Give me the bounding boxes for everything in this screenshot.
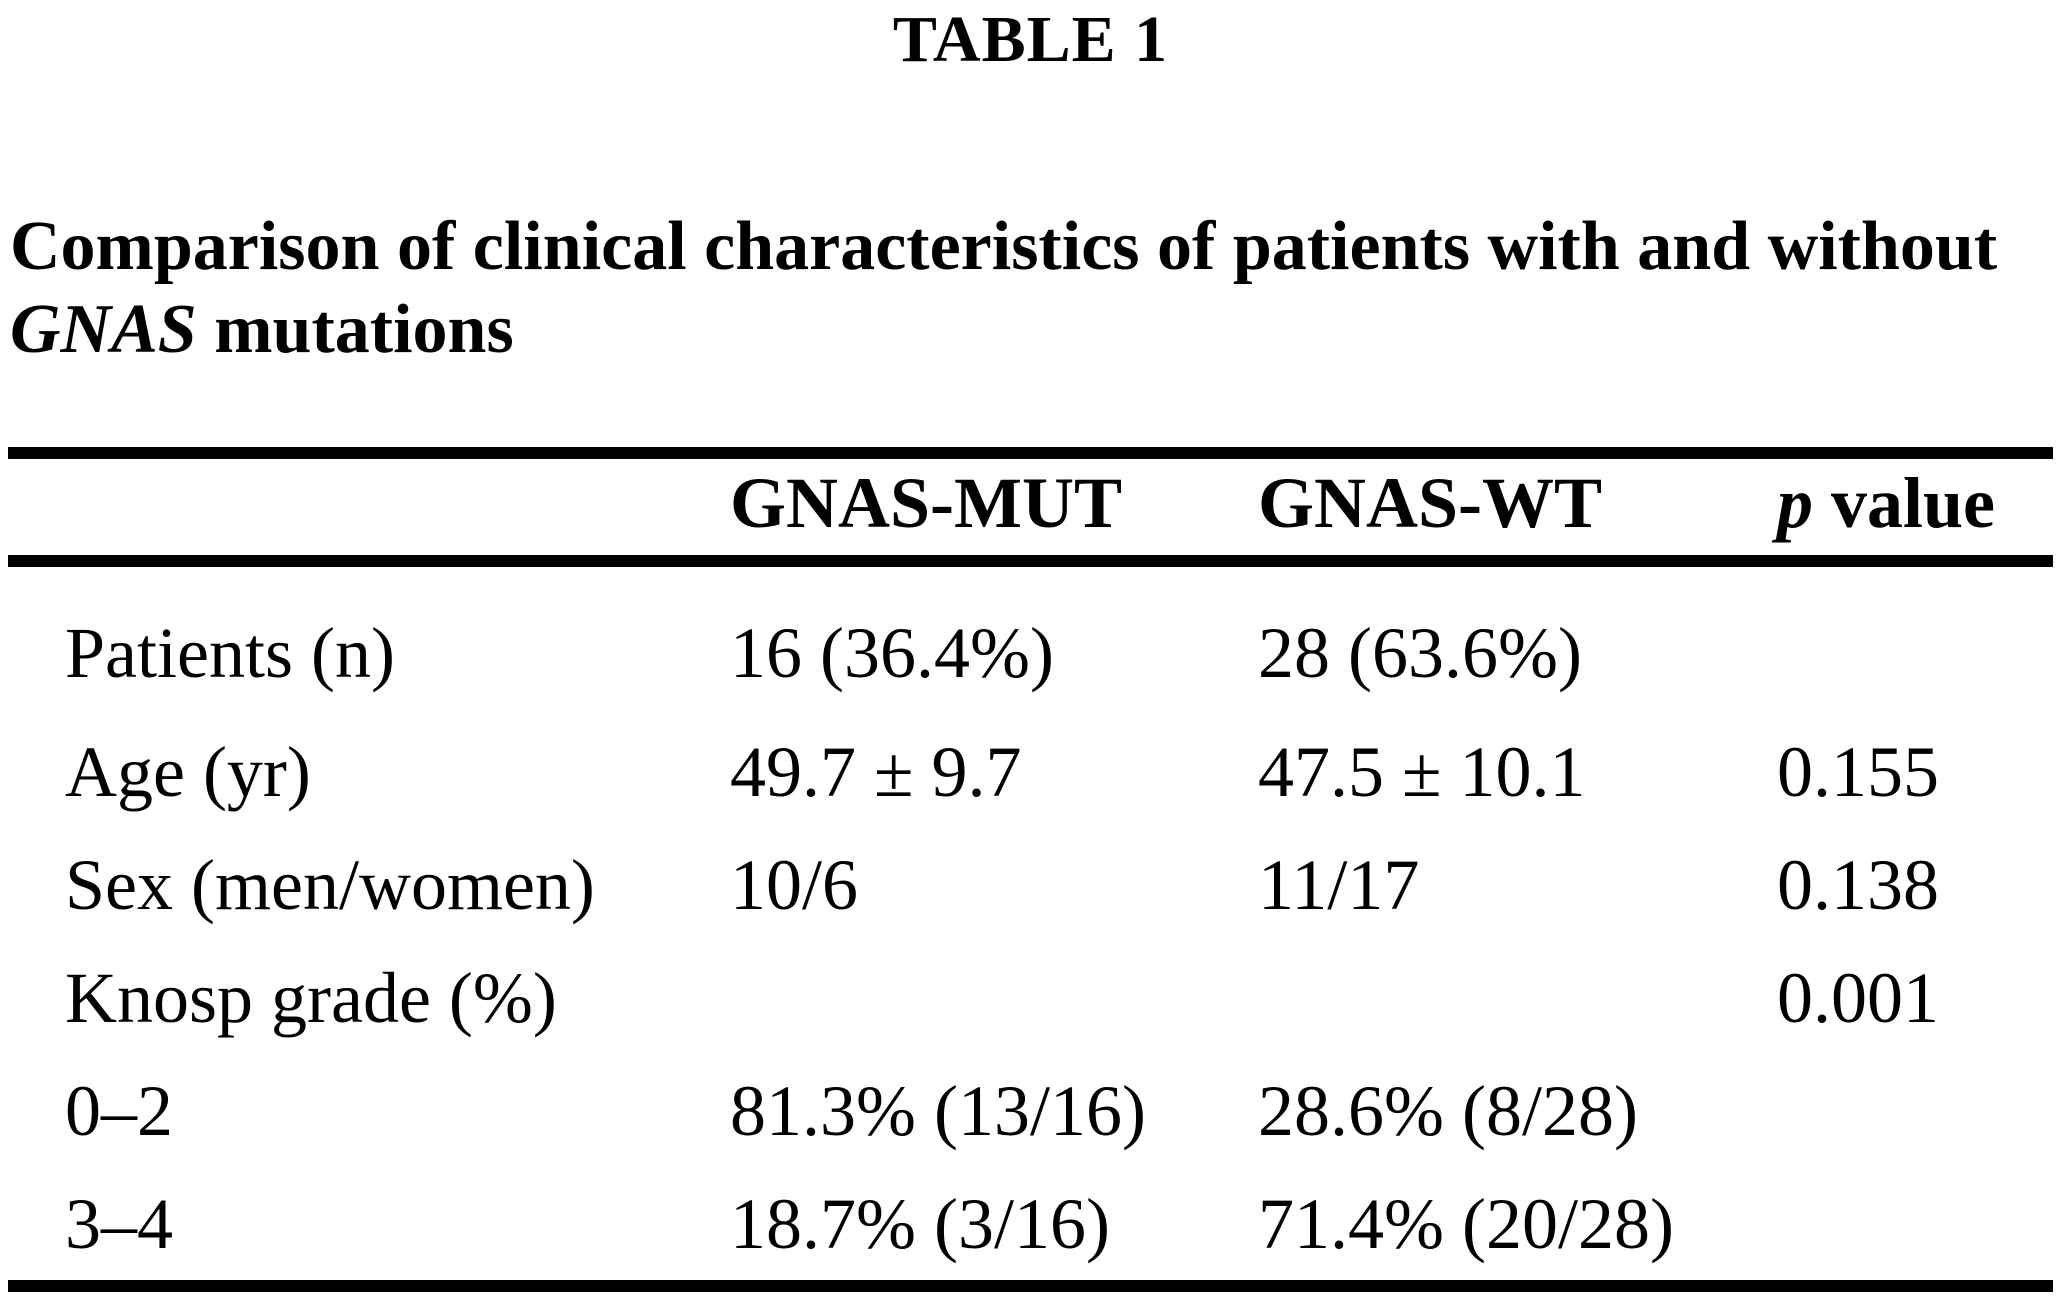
- column-header-gnas-mut: GNAS-MUT: [730, 453, 1258, 567]
- cell-gnas-mut: 18.7% (3/16): [730, 1184, 1110, 1264]
- header-row: GNAS-MUT GNAS-WT p value: [8, 453, 2053, 567]
- table-row-knosp-grade: Knosp grade (%) 0.001: [8, 941, 2053, 1054]
- cell-gnas-wt: 47.5 ± 10.1: [1258, 732, 1586, 812]
- cell-gnas-wt: 11/17: [1258, 845, 1420, 925]
- cell-gnas-mut: 16 (36.4%): [730, 613, 1054, 693]
- row-label: Patients (n): [65, 613, 395, 693]
- cell-gnas-wt: 28.6% (8/28): [1258, 1071, 1638, 1151]
- table-row-grade-0-2: 0–2 81.3% (13/16) 28.6% (8/28): [8, 1054, 2053, 1167]
- caption-line-2: GNAS mutations: [10, 288, 2055, 371]
- p-symbol: p: [1777, 463, 1813, 543]
- clinical-characteristics-table: GNAS-MUT GNAS-WT p value Patients (n) 16…: [8, 447, 2053, 1292]
- cell-gnas-mut: 49.7 ± 9.7: [730, 732, 1022, 812]
- caption-line-2-text: mutations: [214, 291, 514, 369]
- gene-symbol: GNAS: [10, 291, 197, 369]
- cell-gnas-mut: [730, 941, 1258, 1054]
- column-header-gnas-wt: GNAS-WT: [1258, 453, 1777, 567]
- cell-gnas-mut: 81.3% (13/16): [730, 1071, 1146, 1151]
- cell-gnas-wt: 28 (63.6%): [1258, 613, 1582, 693]
- cell-gnas-wt: 71.4% (20/28): [1258, 1184, 1674, 1264]
- row-label: 3–4: [65, 1184, 173, 1264]
- row-label: 0–2: [65, 1071, 173, 1151]
- cell-p-value: [1777, 561, 2053, 715]
- table-row-sex: Sex (men/women) 10/6 11/17 0.138: [8, 828, 2053, 941]
- cell-p-value: 0.155: [1777, 732, 1939, 812]
- column-header-blank: [8, 453, 730, 567]
- cell-p-value: [1777, 1167, 2053, 1286]
- p-value-label-text: value: [1831, 463, 1996, 543]
- table-row-grade-3-4: 3–4 18.7% (3/16) 71.4% (20/28): [8, 1167, 2053, 1286]
- caption-line-1: Comparison of clinical characteristics o…: [10, 208, 1998, 285]
- column-header-p-value: p value: [1777, 453, 2053, 567]
- table-caption: Comparison of clinical characteristics o…: [10, 205, 2055, 372]
- table-row-patients: Patients (n) 16 (36.4%) 28 (63.6%): [8, 561, 2053, 715]
- table-label: TABLE 1: [892, 3, 1169, 76]
- table-row-age: Age (yr) 49.7 ± 9.7 47.5 ± 10.1 0.155: [8, 715, 2053, 828]
- row-label: Age (yr): [65, 732, 311, 812]
- cell-gnas-mut: 10/6: [730, 845, 859, 925]
- row-label: Knosp grade (%): [65, 958, 557, 1038]
- row-label: Sex (men/women): [65, 845, 595, 925]
- cell-p-value: 0.138: [1777, 845, 1939, 925]
- cell-p-value: [1777, 1054, 2053, 1167]
- cell-p-value: 0.001: [1777, 958, 1939, 1038]
- cell-gnas-wt: [1258, 941, 1777, 1054]
